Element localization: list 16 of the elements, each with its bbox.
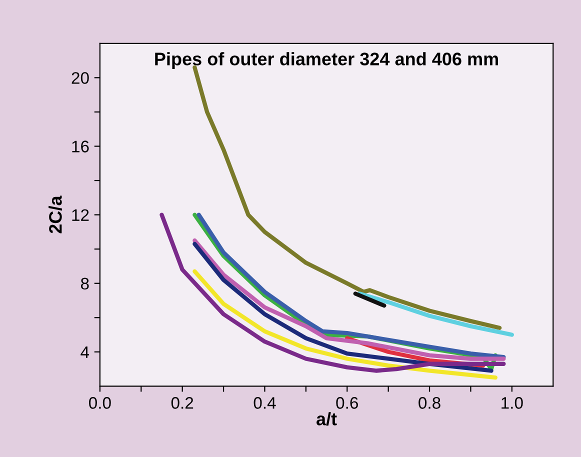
- y-tick-label: 16: [72, 140, 89, 152]
- y-axis-title: 2C/a: [48, 196, 62, 234]
- y-tick-label: 8: [80, 278, 89, 290]
- x-tick-label: 0.0: [89, 397, 111, 409]
- line-series: [192, 269, 498, 380]
- x-axis-title: a/t: [316, 412, 337, 426]
- x-tick-label: 0.8: [418, 397, 440, 409]
- x-tick-label: 0.6: [336, 397, 358, 409]
- chart-title: Pipes of outer diameter 324 and 406 mm: [155, 52, 498, 69]
- x-tick-label: 1.0: [502, 397, 523, 409]
- line-series: [357, 292, 514, 337]
- x-tick-label: 0.4: [254, 397, 276, 409]
- y-tick-label: 12: [72, 209, 89, 221]
- y-tick-label: 4: [80, 346, 90, 358]
- x-tick-label: 0.2: [171, 397, 194, 409]
- y-tick-label: 20: [72, 72, 89, 84]
